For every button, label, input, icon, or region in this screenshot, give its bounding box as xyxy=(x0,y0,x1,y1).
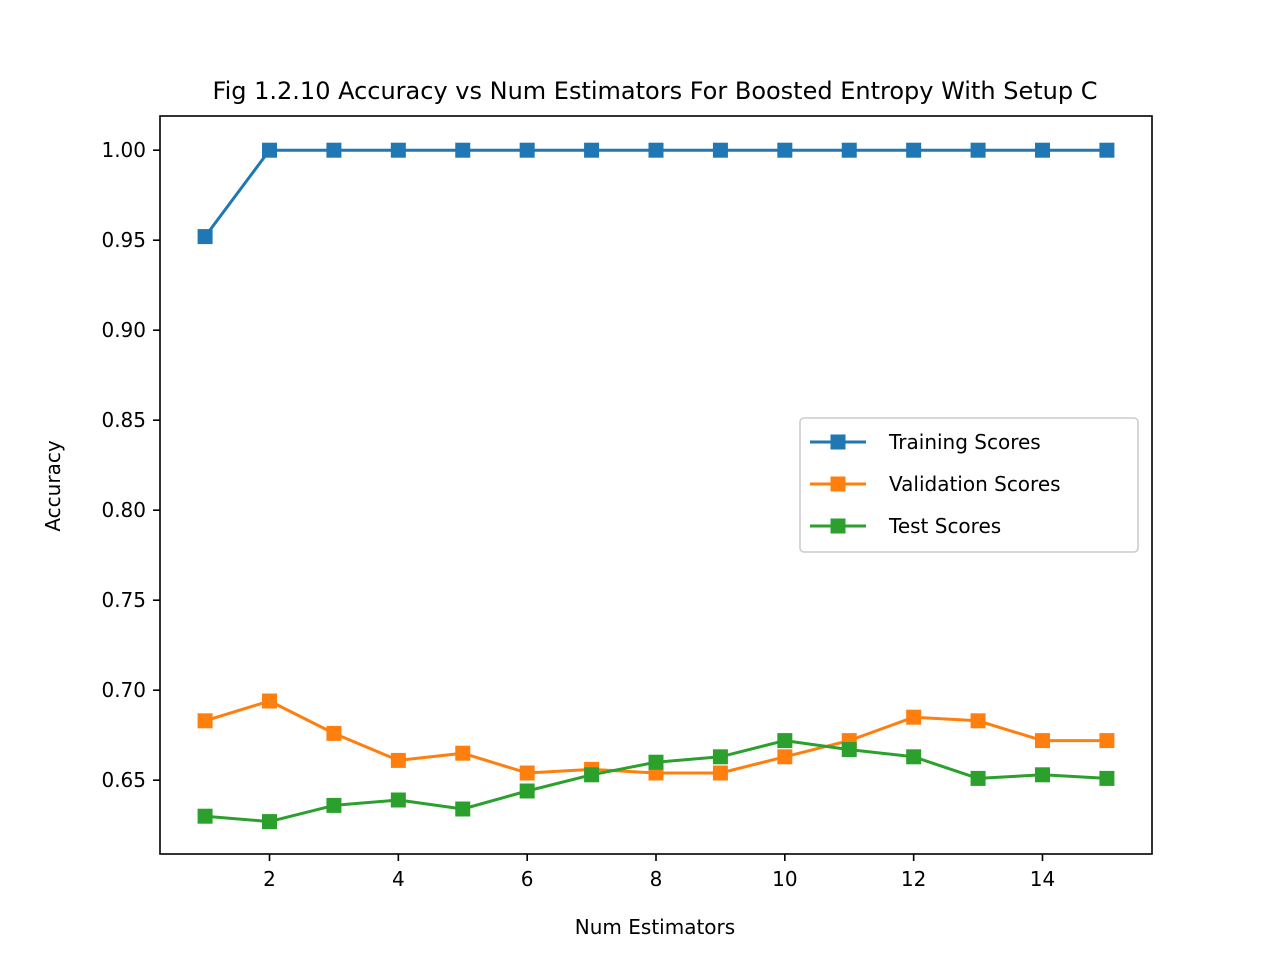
data-point xyxy=(648,754,664,770)
data-point xyxy=(712,765,728,781)
y-tick-label: 0.80 xyxy=(101,498,146,522)
legend-label: Test Scores xyxy=(888,514,1001,538)
data-point xyxy=(1099,770,1115,786)
data-point xyxy=(390,792,406,808)
legend-item: Training Scores xyxy=(810,430,1041,454)
data-point xyxy=(1034,733,1050,749)
data-point xyxy=(519,142,535,158)
data-point xyxy=(841,142,857,158)
legend-label: Training Scores xyxy=(888,430,1041,454)
data-point xyxy=(455,142,471,158)
y-tick-label: 0.70 xyxy=(101,678,146,702)
data-point xyxy=(777,142,793,158)
data-point xyxy=(519,783,535,799)
series-training-scores xyxy=(197,142,1115,245)
x-axis-label: Num Estimators xyxy=(575,915,735,939)
y-tick-label: 0.90 xyxy=(101,318,146,342)
legend-marker xyxy=(830,476,846,492)
y-tick-label: 0.75 xyxy=(101,588,146,612)
data-point xyxy=(1099,733,1115,749)
legend-item: Validation Scores xyxy=(810,472,1061,496)
x-tick-label: 12 xyxy=(901,867,926,891)
y-tick-label: 0.85 xyxy=(101,408,146,432)
data-point xyxy=(390,752,406,768)
data-point xyxy=(519,765,535,781)
data-point xyxy=(262,693,278,709)
x-tick-label: 14 xyxy=(1030,867,1055,891)
y-axis-label: Accuracy xyxy=(41,440,65,531)
plot-frame xyxy=(159,115,1153,855)
data-point xyxy=(455,745,471,761)
x-tick-label: 2 xyxy=(263,867,276,891)
data-point xyxy=(326,797,342,813)
data-point xyxy=(390,142,406,158)
data-point xyxy=(197,808,213,824)
data-point xyxy=(1034,142,1050,158)
data-point xyxy=(648,142,664,158)
x-axis: 2 4 6 8 10 12 14 xyxy=(263,854,1055,891)
data-point xyxy=(584,142,600,158)
data-point xyxy=(584,767,600,783)
data-point xyxy=(906,142,922,158)
chart-title: Fig 1.2.10 Accuracy vs Num Estimators Fo… xyxy=(213,77,1098,105)
data-point xyxy=(777,749,793,765)
x-tick-label: 10 xyxy=(772,867,797,891)
data-point xyxy=(970,770,986,786)
series-test-scores xyxy=(197,733,1115,830)
data-point xyxy=(197,229,213,245)
x-tick-label: 8 xyxy=(650,867,663,891)
x-tick-label: 6 xyxy=(521,867,534,891)
data-point xyxy=(906,749,922,765)
data-point xyxy=(777,733,793,749)
legend-box xyxy=(799,417,1139,553)
data-point xyxy=(326,142,342,158)
y-tick-label: 0.95 xyxy=(101,228,146,252)
data-point xyxy=(1034,767,1050,783)
legend-item: Test Scores xyxy=(810,514,1001,538)
data-point xyxy=(326,725,342,741)
legend-marker xyxy=(830,518,846,534)
y-tick-label: 0.65 xyxy=(101,768,146,792)
data-point xyxy=(970,713,986,729)
y-axis: 0.65 0.70 0.75 0.80 0.85 0.90 0.95 1.00 xyxy=(101,138,160,792)
series-layer xyxy=(197,142,1115,830)
data-point xyxy=(455,801,471,817)
legend-marker xyxy=(830,434,846,450)
data-point xyxy=(712,749,728,765)
x-tick-label: 4 xyxy=(392,867,405,891)
data-point xyxy=(841,742,857,758)
data-point xyxy=(262,142,278,158)
data-point xyxy=(906,709,922,725)
data-point xyxy=(262,814,278,830)
legend: Training Scores Validation Scores Test Sco… xyxy=(799,417,1139,553)
data-point xyxy=(197,713,213,729)
legend-label: Validation Scores xyxy=(889,472,1061,496)
data-point xyxy=(1099,142,1115,158)
data-point xyxy=(970,142,986,158)
data-point xyxy=(712,142,728,158)
y-tick-label: 1.00 xyxy=(101,138,146,162)
